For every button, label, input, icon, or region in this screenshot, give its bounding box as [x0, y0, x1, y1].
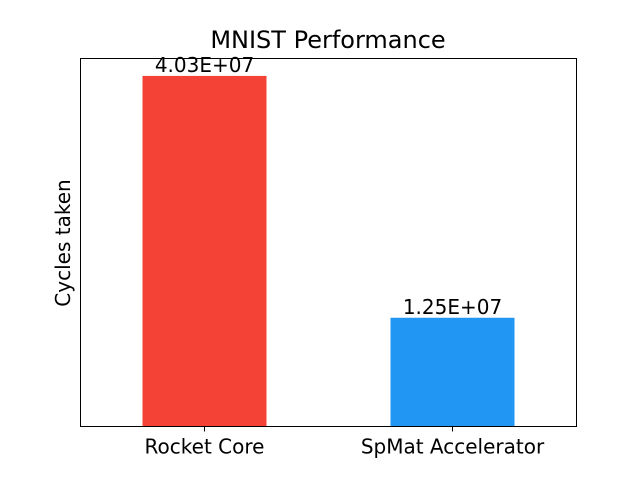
bars-layer [142, 75, 515, 427]
chart-title: MNIST Performance [210, 26, 445, 54]
y-axis-label: Cycles taken [51, 179, 75, 306]
x-tick-labels: Rocket Core SpMat Accelerator [145, 426, 545, 459]
bar-value-label: 4.03E+07 [155, 53, 254, 77]
x-tick-label: SpMat Accelerator [361, 435, 545, 459]
bar-value-labels: 4.03E+07 1.25E+07 [155, 53, 502, 319]
bar-spmat-accelerator [390, 317, 515, 427]
plot-frame [80, 58, 577, 427]
x-tick-label: Rocket Core [145, 435, 265, 459]
bar-rocket-core [142, 75, 267, 427]
bar-value-label: 1.25E+07 [403, 295, 502, 319]
